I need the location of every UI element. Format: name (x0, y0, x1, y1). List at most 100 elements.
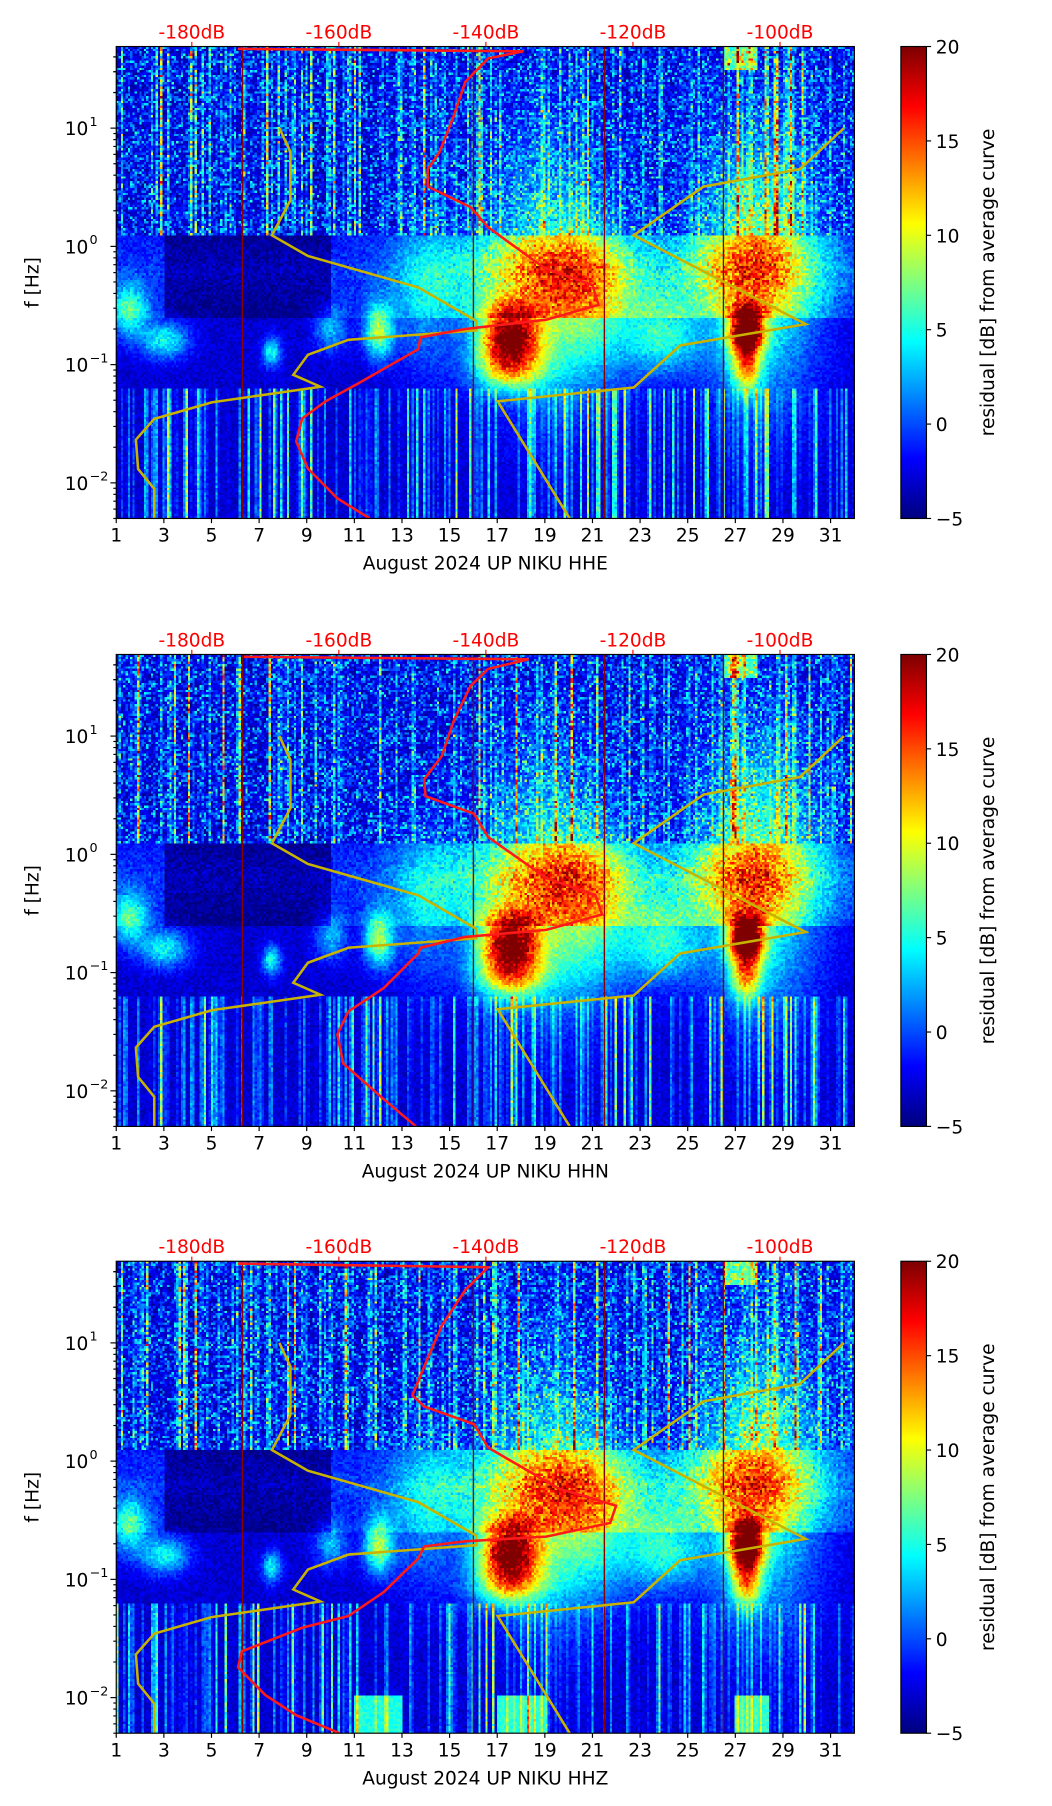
low-noise-model-line (134, 735, 478, 1127)
y-tick-label: 10 (65, 356, 89, 377)
x-tick-label: 19 (533, 1134, 557, 1155)
x-axis-label: August 2024 UP NIKU HHN (362, 1162, 609, 1183)
spectrogram-heatmap (116, 654, 855, 1127)
y-tick-label: 10 (65, 964, 89, 985)
x-tick-label: 5 (206, 1740, 218, 1761)
db-tick-label: -100dB (747, 1237, 814, 1258)
high-noise-model-line (495, 735, 845, 1127)
y-tick-exponent: −2 (90, 1077, 109, 1092)
colorbar-label: residual [dB] from average curve (978, 1343, 999, 1651)
y-tick-label: 10 (65, 474, 89, 495)
colorbar-tick-label: 10 (936, 226, 960, 247)
colorbar-tick-label: 0 (936, 415, 948, 436)
mean-psd-curve (243, 655, 604, 1127)
colorbar-tick-label: 5 (936, 929, 948, 950)
x-tick-label: 9 (301, 1134, 313, 1155)
y-tick-exponent: −2 (90, 1684, 109, 1699)
db-tick-label: -140dB (453, 630, 520, 651)
y-tick-exponent: −1 (90, 351, 109, 366)
x-tick-label: 23 (628, 1740, 652, 1761)
db-tick-label: -120dB (600, 22, 667, 43)
x-tick-label: 25 (676, 526, 700, 547)
y-tick-label: 10 (65, 237, 89, 258)
x-tick-label: 7 (253, 1740, 265, 1761)
db-tick-label: -160dB (305, 22, 372, 43)
x-tick-label: 19 (533, 1740, 557, 1761)
colorbar-tick-label: 0 (936, 1023, 948, 1044)
x-tick-label: 31 (819, 1134, 843, 1155)
y-tick-label: 10 (65, 1689, 89, 1710)
y-tick-exponent: −1 (90, 1566, 109, 1581)
x-tick-label: 13 (390, 526, 414, 547)
x-tick-label: 13 (390, 1134, 414, 1155)
db-tick-label: -180dB (158, 22, 225, 43)
x-tick-label: 21 (581, 526, 605, 547)
x-tick-label: 17 (485, 1740, 509, 1761)
y-tick-exponent: 1 (90, 115, 98, 130)
y-tick-label: 10 (65, 1452, 89, 1473)
colorbar (900, 654, 927, 1127)
db-tick-label: -100dB (747, 630, 814, 651)
x-tick-label: 5 (206, 526, 218, 547)
x-tick-label: 11 (343, 1134, 367, 1155)
y-tick-label: 10 (65, 727, 89, 748)
colorbar-frame (900, 45, 928, 520)
x-tick-label: 17 (485, 526, 509, 547)
spectrogram-heatmap (116, 1261, 855, 1734)
colorbar-frame (900, 653, 928, 1128)
x-tick-label: 3 (158, 1134, 170, 1155)
x-tick-label: 7 (253, 1134, 265, 1155)
x-tick-label: 23 (628, 526, 652, 547)
colorbar-tick-label: 0 (936, 1630, 948, 1651)
colorbar-label: residual [dB] from average curve (978, 129, 999, 437)
y-tick-label: 10 (65, 119, 89, 140)
curves (134, 655, 845, 1127)
x-tick-label: 15 (438, 526, 462, 547)
x-tick-label: 1 (110, 1134, 122, 1155)
colorbar-tick-label: 10 (936, 834, 960, 855)
y-tick-exponent: 1 (90, 723, 98, 738)
colorbar-tick-label: −5 (936, 509, 963, 530)
db-tick-label: -180dB (158, 630, 225, 651)
x-tick-label: 13 (390, 1740, 414, 1761)
db-tick-label: -160dB (305, 1237, 372, 1258)
colorbar (900, 1261, 927, 1734)
colorbar-tick-label: 10 (936, 1441, 960, 1462)
db-tick-label: -140dB (453, 1237, 520, 1258)
x-tick-label: 31 (819, 1740, 843, 1761)
x-tick-label: 29 (771, 526, 795, 547)
x-tick-label: 29 (771, 1134, 795, 1155)
db-tick-label: -120dB (600, 1237, 667, 1258)
x-tick-label: 25 (676, 1134, 700, 1155)
y-tick-exponent: −2 (90, 470, 109, 485)
x-tick-label: 1 (110, 1740, 122, 1761)
db-tick-label: -140dB (453, 22, 520, 43)
y-axis-label: f [Hz] (22, 865, 43, 916)
high-noise-model-line (495, 1341, 845, 1734)
x-tick-label: 3 (158, 526, 170, 547)
y-tick-exponent: 0 (90, 841, 98, 856)
colorbar-frame (900, 1260, 928, 1734)
low-noise-model-line (134, 127, 478, 519)
x-tick-label: 25 (676, 1740, 700, 1761)
x-tick-label: 11 (343, 526, 367, 547)
colorbar-tick-label: −5 (936, 1117, 963, 1138)
colorbar-tick-label: 5 (936, 1535, 948, 1556)
x-tick-label: 23 (628, 1134, 652, 1155)
colorbar-tick-label: 20 (936, 1252, 960, 1273)
x-tick-label: 15 (438, 1134, 462, 1155)
x-tick-label: 19 (533, 526, 557, 547)
x-tick-label: 17 (485, 1134, 509, 1155)
x-tick-label: 27 (724, 1134, 748, 1155)
x-tick-label: 31 (819, 526, 843, 547)
x-tick-label: 29 (771, 1740, 795, 1761)
colorbar-tick-label: −5 (936, 1724, 963, 1745)
spectrogram-heatmap (116, 46, 855, 519)
x-tick-label: 21 (581, 1740, 605, 1761)
mean-psd-curve (236, 1262, 618, 1734)
